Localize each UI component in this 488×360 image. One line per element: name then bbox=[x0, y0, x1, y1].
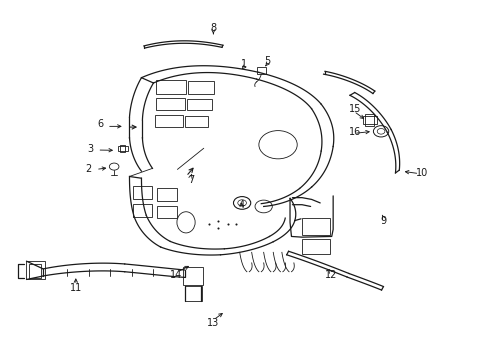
Text: 7: 7 bbox=[188, 175, 195, 185]
Bar bbox=[120, 145, 124, 153]
Bar bbox=[133, 186, 152, 199]
Bar bbox=[26, 261, 44, 279]
Text: 5: 5 bbox=[264, 56, 270, 66]
Text: 10: 10 bbox=[415, 168, 427, 178]
Text: 1: 1 bbox=[241, 59, 247, 68]
Text: 12: 12 bbox=[324, 270, 336, 280]
Bar bbox=[184, 286, 202, 301]
Text: 9: 9 bbox=[380, 216, 386, 226]
Text: 2: 2 bbox=[85, 165, 92, 174]
Bar bbox=[133, 204, 152, 217]
Text: 8: 8 bbox=[210, 23, 216, 33]
Bar bbox=[157, 206, 177, 218]
Text: 15: 15 bbox=[348, 104, 360, 114]
Bar bbox=[156, 80, 185, 94]
Bar bbox=[256, 67, 265, 74]
Bar bbox=[155, 116, 183, 127]
Bar bbox=[29, 264, 41, 278]
Text: 13: 13 bbox=[207, 318, 219, 328]
Text: 11: 11 bbox=[70, 283, 82, 293]
Text: 4: 4 bbox=[239, 200, 244, 210]
Bar bbox=[156, 98, 184, 110]
Bar bbox=[187, 81, 214, 94]
Bar bbox=[186, 99, 211, 111]
Bar bbox=[117, 146, 128, 151]
Bar bbox=[365, 114, 373, 126]
Bar bbox=[363, 117, 376, 124]
Text: 14: 14 bbox=[170, 270, 182, 280]
Bar bbox=[302, 239, 329, 254]
Text: 6: 6 bbox=[98, 118, 103, 129]
Bar bbox=[302, 218, 329, 235]
Text: 16: 16 bbox=[348, 127, 360, 138]
Bar bbox=[184, 117, 207, 127]
Bar bbox=[157, 189, 177, 201]
Bar bbox=[183, 267, 203, 285]
Text: 3: 3 bbox=[87, 144, 93, 154]
